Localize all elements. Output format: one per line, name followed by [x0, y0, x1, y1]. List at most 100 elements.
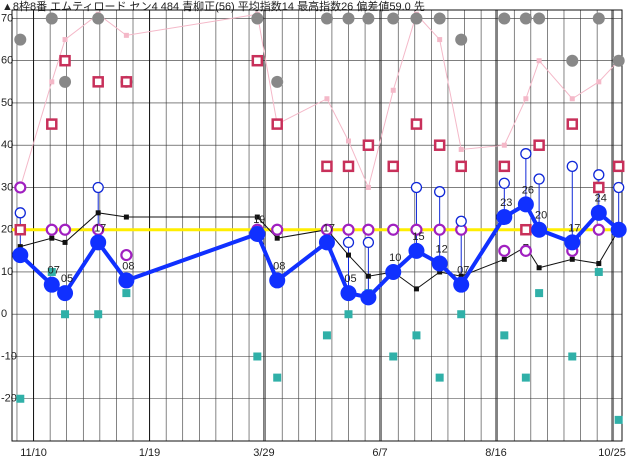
point [501, 256, 507, 262]
point [362, 12, 375, 25]
point [123, 32, 129, 38]
point [43, 276, 60, 293]
point [344, 310, 353, 319]
value-label: 07 [457, 265, 469, 277]
series-line [20, 212, 620, 290]
point [390, 87, 396, 93]
point [58, 223, 72, 236]
point [455, 160, 467, 173]
point [342, 223, 355, 236]
point [90, 234, 107, 251]
point [387, 160, 399, 173]
x-tick-label: 1/19 [139, 447, 160, 459]
point [61, 310, 70, 319]
x-tick-label: 3/29 [253, 447, 274, 459]
point [596, 79, 602, 85]
point [389, 352, 398, 361]
point [531, 221, 548, 238]
point [251, 12, 264, 25]
point [387, 223, 400, 236]
point [408, 242, 425, 259]
x-tick-label: 8/16 [485, 447, 506, 459]
point [435, 373, 444, 382]
y-tick-label: -10 [1, 350, 17, 362]
value-label: 20 [535, 210, 547, 222]
point [95, 210, 101, 216]
point [566, 118, 579, 130]
y-tick-label: 70 [1, 12, 13, 24]
y-tick-label: 20 [1, 224, 13, 236]
point [92, 12, 105, 25]
value-label: 12 [436, 243, 448, 255]
x-tick-label: 6/7 [372, 447, 387, 459]
point [271, 118, 283, 130]
point [498, 177, 510, 189]
point [92, 76, 104, 88]
point [249, 225, 266, 242]
point [455, 33, 468, 46]
y-tick-label: 10 [1, 266, 13, 278]
y-tick-label: 40 [1, 139, 13, 151]
point [345, 138, 351, 144]
point [458, 146, 464, 152]
point [593, 181, 605, 194]
point [533, 139, 545, 151]
value-label: 05 [344, 273, 356, 285]
point [120, 248, 133, 262]
point [46, 118, 58, 130]
point [17, 244, 23, 250]
point [458, 273, 464, 279]
value-label: 08 [273, 260, 285, 272]
point [594, 267, 603, 276]
value-label: 17 [568, 222, 580, 234]
value-label: 17 [323, 222, 335, 234]
value-label: 05 [61, 273, 73, 285]
point [14, 207, 26, 219]
point [318, 234, 335, 251]
point [434, 186, 446, 198]
y-tick-label: 50 [1, 97, 13, 109]
point [566, 54, 579, 67]
point [500, 331, 509, 340]
point [342, 12, 355, 25]
point [592, 223, 605, 236]
point [321, 160, 333, 173]
point [520, 223, 532, 236]
point [94, 310, 103, 319]
point [593, 169, 605, 181]
point [253, 352, 262, 361]
point [345, 252, 351, 258]
point [496, 209, 513, 226]
value-label: 07 [48, 265, 60, 277]
point [12, 247, 29, 264]
point [590, 204, 607, 221]
point [365, 184, 371, 190]
point [437, 37, 443, 43]
point [45, 12, 58, 25]
point [57, 285, 74, 302]
point [612, 54, 625, 67]
point [251, 54, 264, 67]
point [269, 272, 286, 289]
point [410, 181, 423, 194]
point [410, 12, 423, 25]
y-tick-label: 60 [1, 55, 13, 67]
value-label: 10 [389, 252, 401, 264]
point [322, 331, 331, 340]
y-tick-label: 0 [1, 308, 7, 320]
value-label: 08 [122, 260, 134, 272]
chart-title: ▲8枠8番 エムティロード セン4 484 青柳正(56) 平均指数14 最高指… [2, 0, 425, 13]
x-tick-label: 11/10 [20, 447, 47, 459]
point [523, 96, 529, 102]
point [498, 12, 511, 25]
point [362, 139, 375, 151]
point [533, 12, 546, 25]
point [433, 12, 446, 25]
point [342, 160, 355, 173]
point [433, 139, 446, 151]
point [519, 12, 532, 25]
value-label: 24 [595, 193, 607, 205]
value-label: 23 [500, 197, 512, 209]
point [45, 223, 58, 236]
point [517, 196, 534, 213]
